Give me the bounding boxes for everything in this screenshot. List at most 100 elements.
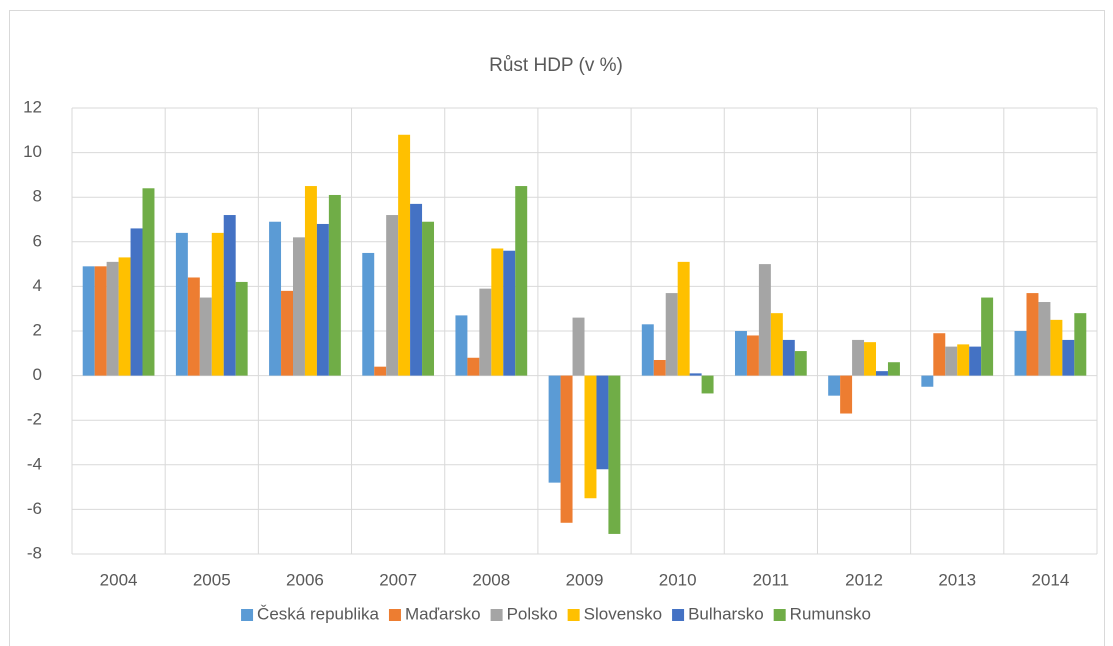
bar xyxy=(199,297,212,376)
bar xyxy=(887,362,900,376)
legend-label: Česká republika xyxy=(257,604,379,623)
x-tick-label: 2011 xyxy=(753,570,790,589)
bar xyxy=(596,375,609,470)
bar xyxy=(304,186,317,376)
bar xyxy=(852,339,865,376)
bar xyxy=(223,215,236,376)
legend-swatch xyxy=(672,609,685,621)
y-tick-label: 2 xyxy=(33,320,42,339)
bar xyxy=(503,250,516,376)
y-tick-label: 10 xyxy=(23,142,42,161)
chart-border xyxy=(9,10,1105,646)
legend-label: Polsko xyxy=(507,604,558,623)
legend-label: Slovensko xyxy=(584,604,662,623)
bar xyxy=(386,215,399,376)
bar xyxy=(758,264,771,376)
bar xyxy=(840,375,853,414)
legend-swatch xyxy=(773,609,786,621)
bar xyxy=(957,344,970,376)
bar xyxy=(864,342,877,376)
bar xyxy=(328,194,341,376)
bar xyxy=(455,315,468,376)
x-tick-label: 2010 xyxy=(659,570,697,589)
legend-swatch xyxy=(490,609,503,621)
x-tick-label: 2014 xyxy=(1031,570,1069,589)
x-tick-label: 2009 xyxy=(566,570,604,589)
bar xyxy=(1050,319,1063,376)
legend-swatch xyxy=(388,609,401,621)
bar xyxy=(981,297,994,376)
bar xyxy=(187,277,200,376)
bar xyxy=(689,373,702,376)
bar xyxy=(118,257,131,376)
bar xyxy=(467,357,480,376)
bar xyxy=(876,371,888,376)
x-tick-label: 2008 xyxy=(472,570,510,589)
bar xyxy=(374,366,387,376)
bar xyxy=(235,281,248,376)
bar xyxy=(175,232,188,376)
bar xyxy=(584,375,597,499)
bar xyxy=(770,313,783,376)
bar xyxy=(106,261,119,376)
x-tick-label: 2006 xyxy=(286,570,324,589)
bar xyxy=(1038,302,1051,376)
bar xyxy=(701,375,714,394)
bar xyxy=(142,188,155,376)
chart-title: Růst HDP (v %) xyxy=(489,55,623,76)
bar xyxy=(82,266,95,376)
x-tick-label: 2013 xyxy=(938,570,976,589)
x-tick-label: 2007 xyxy=(379,570,417,589)
bar xyxy=(479,288,492,376)
bar xyxy=(398,134,411,376)
bar xyxy=(653,359,666,376)
legend-swatch xyxy=(241,609,254,621)
legend-swatch xyxy=(567,609,580,621)
bar xyxy=(1062,339,1075,376)
y-tick-label: 8 xyxy=(33,187,42,206)
legend-label: Bulharsko xyxy=(688,604,764,623)
bar xyxy=(945,346,958,376)
bar xyxy=(641,324,654,376)
legend-label: Rumunsko xyxy=(790,604,871,623)
y-tick-label: 0 xyxy=(33,365,42,384)
bar xyxy=(828,375,841,396)
y-tick-label: 6 xyxy=(33,231,42,250)
bar xyxy=(515,186,528,376)
bar xyxy=(921,375,934,387)
bar xyxy=(1026,293,1039,376)
bar xyxy=(608,375,621,534)
y-tick-label: -2 xyxy=(27,410,42,429)
y-tick-label: -4 xyxy=(27,454,42,473)
bar xyxy=(94,266,107,376)
bar xyxy=(491,248,504,376)
y-tick-label: -8 xyxy=(27,543,42,562)
legend-label: Maďarsko xyxy=(405,604,481,623)
bar xyxy=(548,375,561,483)
bar xyxy=(782,339,795,376)
bar xyxy=(422,221,435,376)
bar xyxy=(665,293,678,376)
bar xyxy=(734,331,747,376)
bar xyxy=(130,228,143,376)
bar xyxy=(292,237,305,376)
x-tick-label: 2005 xyxy=(193,570,231,589)
y-tick-label: 12 xyxy=(23,97,42,116)
bar xyxy=(794,351,807,376)
y-tick-label: -6 xyxy=(27,499,42,518)
bar xyxy=(746,335,759,376)
bar xyxy=(677,261,690,376)
bar xyxy=(281,290,293,376)
bar xyxy=(211,232,224,376)
y-tick-label: 4 xyxy=(33,276,42,295)
bar xyxy=(410,203,423,376)
bar xyxy=(362,252,375,376)
bar xyxy=(316,223,329,376)
bar xyxy=(269,221,282,376)
bar xyxy=(933,333,946,376)
bar xyxy=(969,346,982,376)
bar xyxy=(560,375,573,523)
bar xyxy=(1074,313,1087,376)
bar xyxy=(1014,331,1027,376)
